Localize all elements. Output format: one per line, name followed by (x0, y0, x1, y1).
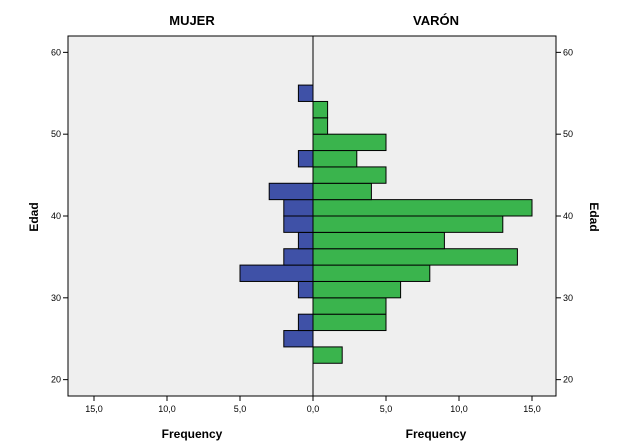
bar-varon (313, 232, 444, 248)
bar-mujer (284, 331, 313, 347)
bar-varon (313, 167, 386, 183)
x-axis-label-left: Frequency (162, 427, 223, 441)
bar-mujer (298, 151, 313, 167)
y-tick-label-left: 40 (51, 211, 61, 221)
y-tick-label-right: 50 (563, 129, 573, 139)
x-tick-label-left: 0,0 (307, 404, 320, 414)
bar-mujer (240, 265, 313, 281)
y-tick-label-right: 60 (563, 47, 573, 57)
bar-mujer (298, 314, 313, 330)
y-axis-label-right: Edad (587, 202, 601, 231)
x-tick-label-left: 10,0 (158, 404, 176, 414)
bar-varon (313, 101, 328, 117)
y-tick-label-left: 20 (51, 375, 61, 385)
bar-varon (313, 134, 386, 150)
bar-mujer (284, 216, 313, 232)
bar-varon (313, 298, 386, 314)
y-tick-label-right: 20 (563, 375, 573, 385)
y-axis-label-left: Edad (27, 202, 41, 231)
x-tick-label-right: 5,0 (380, 404, 393, 414)
x-tick-label-left: 5,0 (234, 404, 247, 414)
y-tick-label-right: 30 (563, 293, 573, 303)
y-tick-label-right: 40 (563, 211, 573, 221)
bar-mujer (284, 200, 313, 216)
bar-varon (313, 200, 532, 216)
x-tick-label-left: 15,0 (85, 404, 103, 414)
bar-varon (313, 281, 401, 297)
bar-mujer (269, 183, 313, 199)
x-tick-label-right: 10,0 (450, 404, 468, 414)
population-pyramid-chart: 20 20 30 30 40 40 50 50 60 60 0,0 5,0 5,0 10,0 10,0 15,… (0, 0, 625, 448)
y-tick-label-left: 30 (51, 293, 61, 303)
panel-title-mujer: MUJER (169, 13, 215, 28)
bar-mujer (284, 249, 313, 265)
bar-varon (313, 249, 517, 265)
bar-varon (313, 265, 430, 281)
bar-varon (313, 183, 371, 199)
bar-varon (313, 151, 357, 167)
bar-varon (313, 347, 342, 363)
bar-mujer (298, 281, 313, 297)
bar-mujer (298, 85, 313, 101)
bar-mujer (298, 232, 313, 248)
y-tick-label-left: 50 (51, 129, 61, 139)
y-tick-label-left: 60 (51, 47, 61, 57)
x-tick-label-right: 15,0 (523, 404, 541, 414)
bar-varon (313, 216, 503, 232)
panel-title-varon: VARÓN (413, 13, 459, 28)
bar-varon (313, 314, 386, 330)
x-axis-label-right: Frequency (406, 427, 467, 441)
bar-varon (313, 118, 328, 134)
